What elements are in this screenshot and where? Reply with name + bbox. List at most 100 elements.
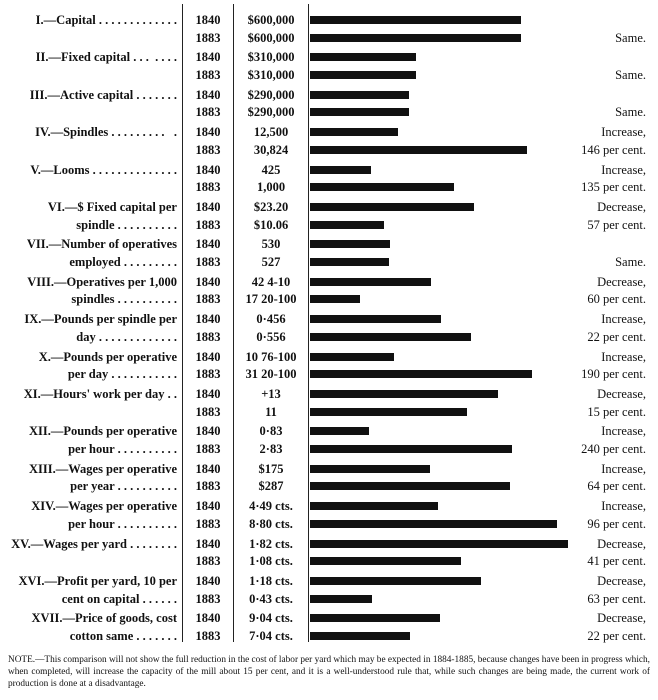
change: 22 per cent. xyxy=(587,629,646,643)
bar xyxy=(310,332,471,341)
bar xyxy=(310,203,474,211)
year: 1840 xyxy=(195,461,221,476)
change: Same. xyxy=(615,105,646,120)
value: $290,000 xyxy=(247,87,295,102)
year: 1883 xyxy=(195,442,221,456)
change: Decrease, xyxy=(597,536,646,551)
row-label: XVI.—Profit per yard, 10 per xyxy=(18,574,177,588)
row-label: per hour . . . . . . . . . . xyxy=(68,442,177,456)
value: 12,500 xyxy=(253,125,289,140)
row-label: per year . . . . . . . . . . xyxy=(70,479,177,494)
column-rule xyxy=(182,4,183,642)
bar xyxy=(310,464,430,473)
row-label: spindle . . . . . . . . . . xyxy=(76,217,177,232)
value: 0·556 xyxy=(256,329,286,344)
year: 1883 xyxy=(195,142,221,157)
year: 1840 xyxy=(195,574,221,588)
year: 1840 xyxy=(195,13,221,27)
value: $310,000 xyxy=(247,68,295,82)
row-label: XV.—Wages per yard . . . . . . . . xyxy=(11,536,177,551)
change: 41 per cent. xyxy=(587,554,646,569)
bar xyxy=(310,128,398,137)
row-label: II.—Fixed capital . . . . . . . xyxy=(35,50,177,65)
bar xyxy=(310,90,409,99)
year: 1840 xyxy=(195,200,221,214)
change: 96 per cent. xyxy=(587,516,646,531)
year: 1883 xyxy=(195,404,221,419)
change: Decrease, xyxy=(597,574,646,588)
change: 63 per cent. xyxy=(587,591,646,606)
row-label: VI.—$ Fixed capital per xyxy=(47,200,177,214)
bar xyxy=(310,165,371,174)
value: 4·49 cts. xyxy=(249,499,293,514)
bar xyxy=(310,594,372,603)
bar xyxy=(310,482,510,491)
value: 530 xyxy=(261,237,281,252)
change: Decrease, xyxy=(597,200,646,214)
row-label: employed . . . . . . . . . xyxy=(69,255,177,269)
change: Decrease, xyxy=(597,611,646,626)
bar xyxy=(310,445,512,453)
change: 240 per cent. xyxy=(581,442,646,456)
bar xyxy=(310,632,410,640)
value: 0·43 cts. xyxy=(249,591,293,606)
row-label: V.—Looms . . . . . . . . . . . . . . xyxy=(30,162,177,177)
value: 425 xyxy=(261,162,281,177)
year: 1883 xyxy=(195,516,221,531)
year: 1883 xyxy=(195,217,221,232)
bar xyxy=(310,502,438,511)
bar xyxy=(310,108,409,117)
bar xyxy=(310,390,498,398)
change: 190 per cent. xyxy=(581,367,646,382)
value: 42 4-10 xyxy=(251,274,291,289)
change: 60 per cent. xyxy=(587,292,646,307)
year: 1840 xyxy=(195,499,221,514)
row-label: XII.—Pounds per operative xyxy=(28,424,177,439)
change: Same. xyxy=(615,255,646,269)
value: $10.06 xyxy=(253,217,289,232)
change: 64 per cent. xyxy=(587,479,646,494)
row-label: XI.—Hours' work per day . . xyxy=(23,387,177,401)
bar xyxy=(310,407,467,416)
change: Decrease, xyxy=(597,387,646,401)
bar xyxy=(310,557,461,566)
row-label: XIII.—Wages per operative xyxy=(28,461,177,476)
year: 1840 xyxy=(195,424,221,439)
change: Increase, xyxy=(601,499,646,514)
value: 1·08 cts. xyxy=(249,554,293,569)
bar xyxy=(310,71,416,79)
value: 9·04 cts. xyxy=(249,611,293,626)
change: Same. xyxy=(615,68,646,82)
row-label: day . . . . . . . . . . . . . xyxy=(76,329,177,344)
bar xyxy=(310,145,527,154)
year: 1883 xyxy=(195,180,221,195)
change: Decrease, xyxy=(597,274,646,289)
year: 1883 xyxy=(195,629,221,643)
year: 1883 xyxy=(195,255,221,269)
value: 1,000 xyxy=(256,180,286,195)
row-label: cent on capital . . . . . . xyxy=(61,591,177,606)
year: 1840 xyxy=(195,274,221,289)
value: 0·83 xyxy=(259,424,283,439)
value: 10 76-100 xyxy=(245,349,297,364)
row-label: spindles . . . . . . . . . . xyxy=(71,292,177,307)
bar xyxy=(310,16,521,24)
value: 0·456 xyxy=(256,312,286,327)
value: 11 xyxy=(265,404,277,419)
bar xyxy=(310,539,568,548)
value: 31 20-100 xyxy=(245,367,297,382)
change: 22 per cent. xyxy=(587,329,646,344)
change: Increase, xyxy=(601,162,646,177)
bar xyxy=(310,519,557,528)
value: 2·83 xyxy=(259,442,283,456)
year: 1840 xyxy=(195,312,221,327)
bar xyxy=(310,277,431,286)
year: 1883 xyxy=(195,329,221,344)
change: 15 per cent. xyxy=(587,404,646,419)
row-label: VIII.—Operatives per 1,000 xyxy=(27,274,177,289)
column-rule xyxy=(308,4,309,642)
change: Increase, xyxy=(601,349,646,364)
change: Increase, xyxy=(601,424,646,439)
bar xyxy=(310,315,441,324)
year: 1883 xyxy=(195,30,221,45)
